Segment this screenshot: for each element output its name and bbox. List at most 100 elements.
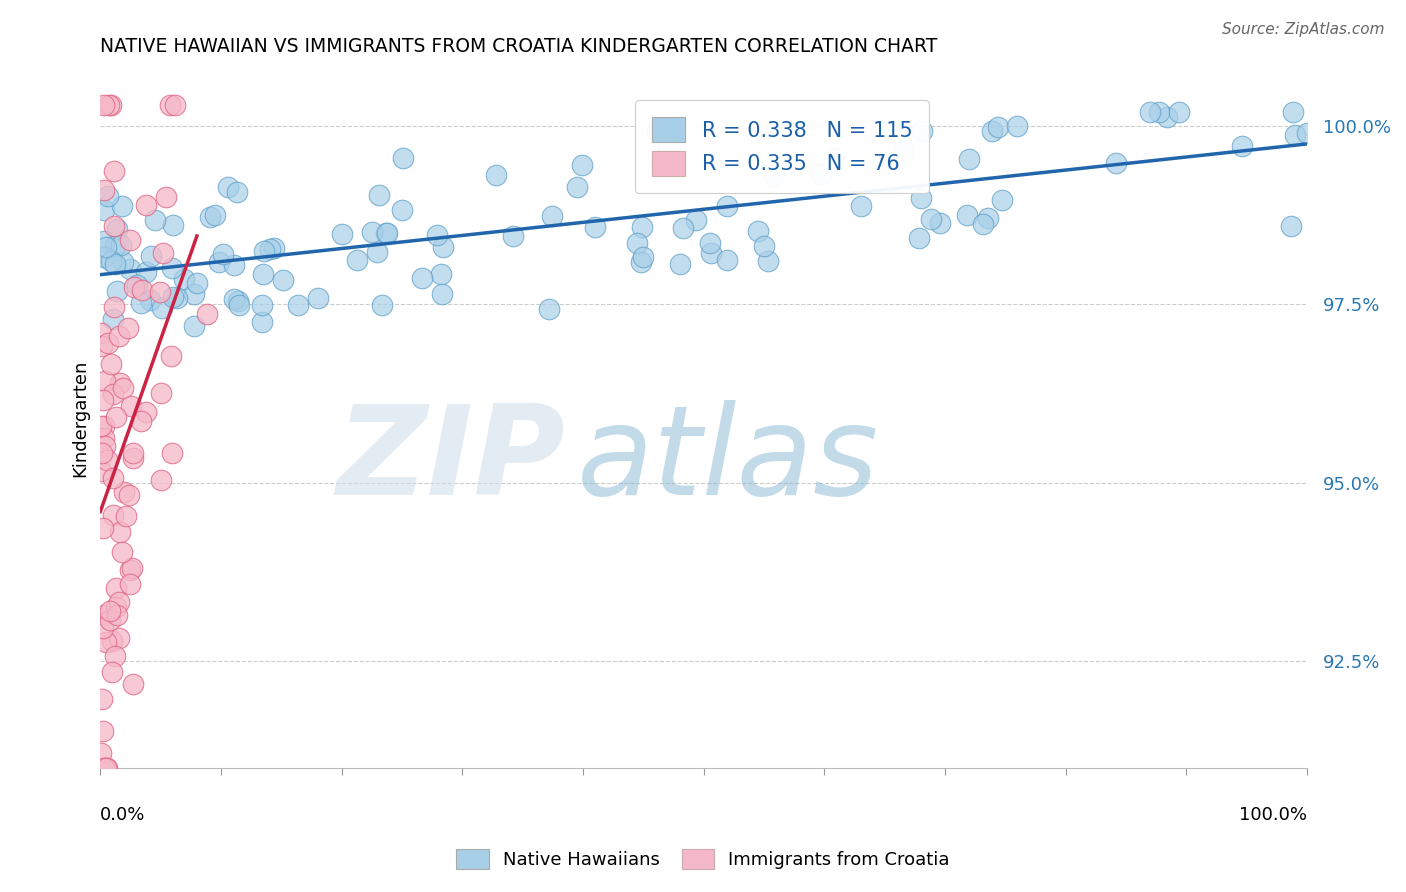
Point [222,293,245,307]
Point [103,163,125,178]
Point [392,151,415,165]
Point [108,524,131,539]
Point [98,613,121,627]
Point [222,258,245,272]
Point [911,124,934,138]
Point [763,169,786,183]
Point [91,620,114,634]
Point [583,219,606,234]
Point [149,285,172,299]
Point [90,326,112,340]
Point [97,97,120,112]
Point [752,239,775,253]
Point [160,446,183,460]
Point [139,293,162,308]
Point [121,561,143,575]
Point [101,387,124,401]
Point [366,245,388,260]
Point [657,138,679,153]
Point [125,277,148,292]
Point [143,212,166,227]
Point [162,218,184,232]
Point [93,418,115,433]
Point [96,761,118,775]
Point [120,576,142,591]
Text: atlas: atlas [576,400,879,521]
Point [107,608,129,623]
Point [250,298,273,312]
Point [118,261,141,276]
Point [920,211,942,226]
Point [91,691,114,706]
Point [105,284,128,298]
Point [111,381,134,395]
Point [332,227,354,242]
Point [1284,128,1306,142]
Point [104,648,127,663]
Point [150,301,173,315]
Point [90,464,112,478]
Point [893,144,915,158]
Point [149,386,172,401]
Point [152,246,174,260]
Point [375,226,398,240]
Point [685,213,707,227]
Point [537,301,560,316]
Point [101,471,124,485]
Point [430,286,453,301]
Point [122,450,145,465]
Point [101,633,124,648]
Point [94,375,117,389]
Point [700,246,723,260]
Point [1296,126,1319,140]
Point [253,244,276,258]
Point [124,280,146,294]
Point [162,261,184,276]
Point [1282,104,1305,119]
Point [162,290,184,304]
Point [204,208,226,222]
Point [97,335,120,350]
Point [375,226,398,240]
Point [159,97,181,112]
Point [824,151,846,165]
Point [135,405,157,419]
Point [228,298,250,312]
Point [1168,104,1191,119]
Point [987,120,1010,134]
Point [107,595,129,609]
Point [756,253,779,268]
Point [308,291,330,305]
Point [93,203,115,218]
Point [411,271,433,285]
Point [93,393,115,408]
Legend: Native Hawaiians, Immigrants from Croatia: Native Hawaiians, Immigrants from Croati… [447,839,959,879]
Point [96,453,118,467]
Point [159,349,181,363]
Point [139,250,162,264]
Point [117,321,139,335]
Point [155,189,177,203]
Point [1230,139,1253,153]
Point [195,308,218,322]
Point [502,229,524,244]
Point [104,257,127,271]
Point [391,202,413,217]
Point [120,399,142,413]
Point [198,210,221,224]
Text: Source: ZipAtlas.com: Source: ZipAtlas.com [1222,22,1385,37]
Point [120,233,142,247]
Point [633,250,655,264]
Point [252,268,274,282]
Point [93,250,115,264]
Point [1149,104,1171,119]
Point [1139,104,1161,119]
Point [991,193,1014,207]
Legend: R = 0.338   N = 115, R = 0.335   N = 76: R = 0.338 N = 115, R = 0.335 N = 76 [636,100,929,193]
Point [1281,219,1303,233]
Point [368,187,391,202]
Point [103,301,125,315]
Point [849,199,872,213]
Point [173,272,195,286]
Point [287,298,309,312]
